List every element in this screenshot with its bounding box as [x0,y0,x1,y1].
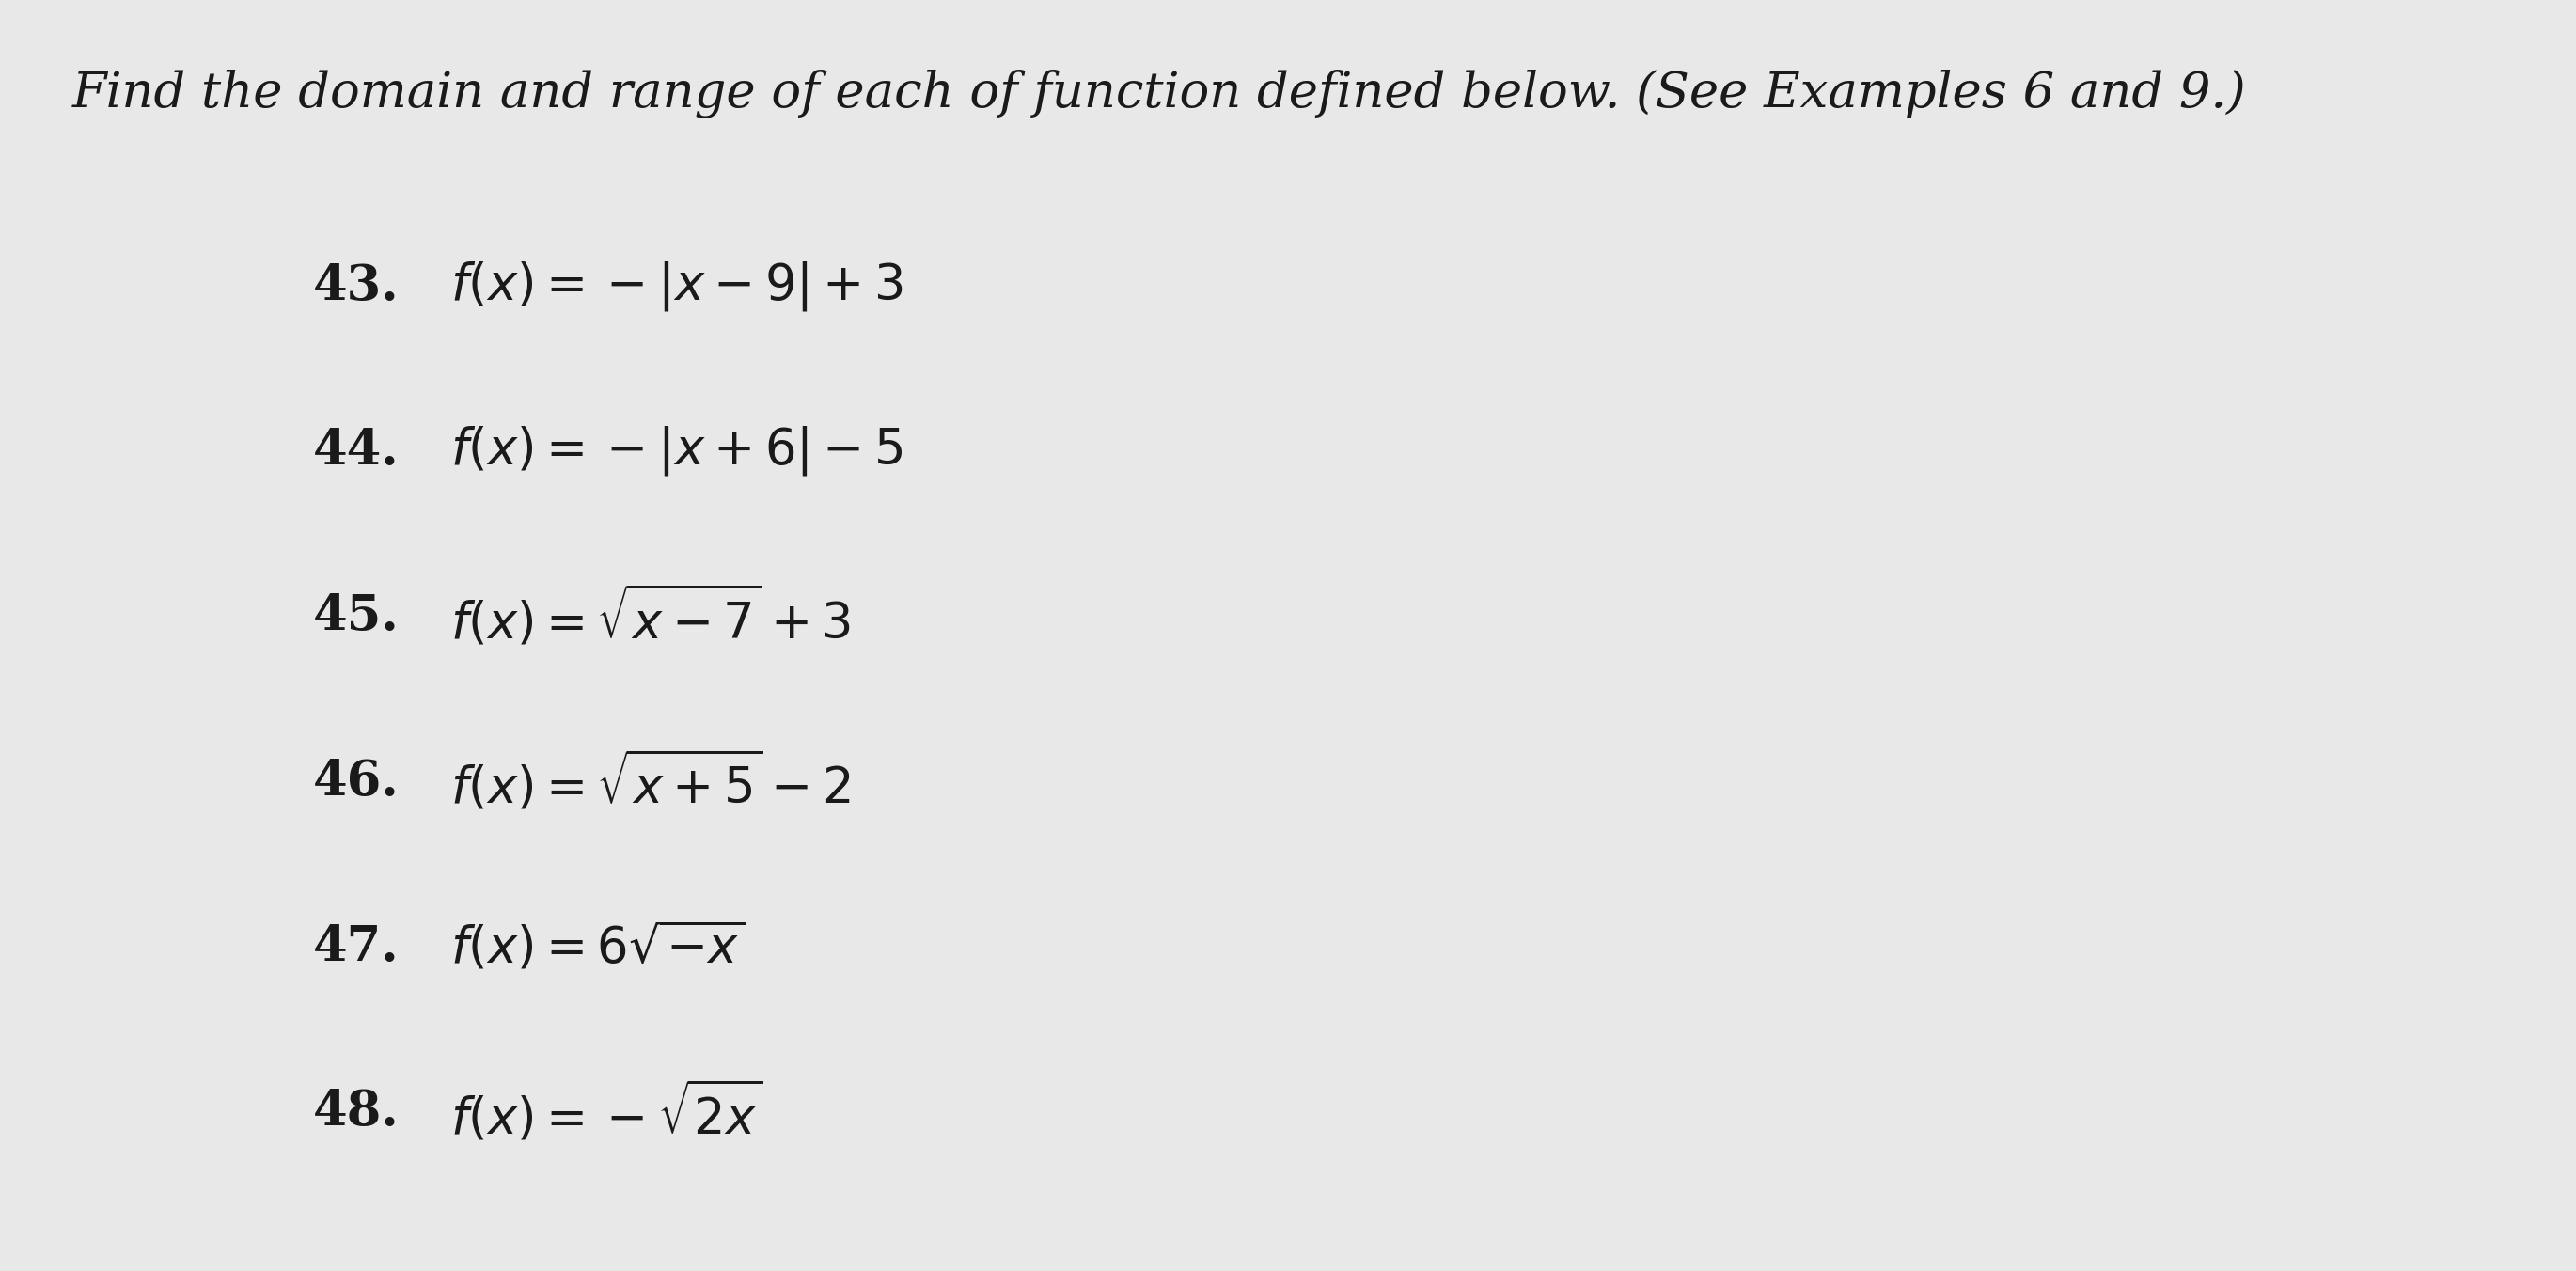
Text: $f(x) = -|x+6|-5$: $f(x) = -|x+6|-5$ [451,425,904,478]
Text: $f(x) = -|x-9|+3$: $f(x) = -|x-9|+3$ [451,259,904,313]
Text: 46.: 46. [314,758,399,806]
Text: 45.: 45. [314,592,399,641]
Text: $f(x) = \sqrt{x-7}+3$: $f(x) = \sqrt{x-7}+3$ [451,583,850,649]
Text: Find the domain and range of each of function defined below. (See Examples 6 and: Find the domain and range of each of fun… [72,70,2246,118]
Text: $f(x) = -\sqrt{2x}$: $f(x) = -\sqrt{2x}$ [451,1079,762,1145]
Text: 43.: 43. [314,262,399,310]
Text: 47.: 47. [314,923,399,971]
Text: $f(x) = \sqrt{x+5}-2$: $f(x) = \sqrt{x+5}-2$ [451,750,850,813]
Text: 44.: 44. [314,427,399,475]
Text: $f(x) = 6\sqrt{-x}$: $f(x) = 6\sqrt{-x}$ [451,920,744,974]
Text: 48.: 48. [314,1088,399,1136]
